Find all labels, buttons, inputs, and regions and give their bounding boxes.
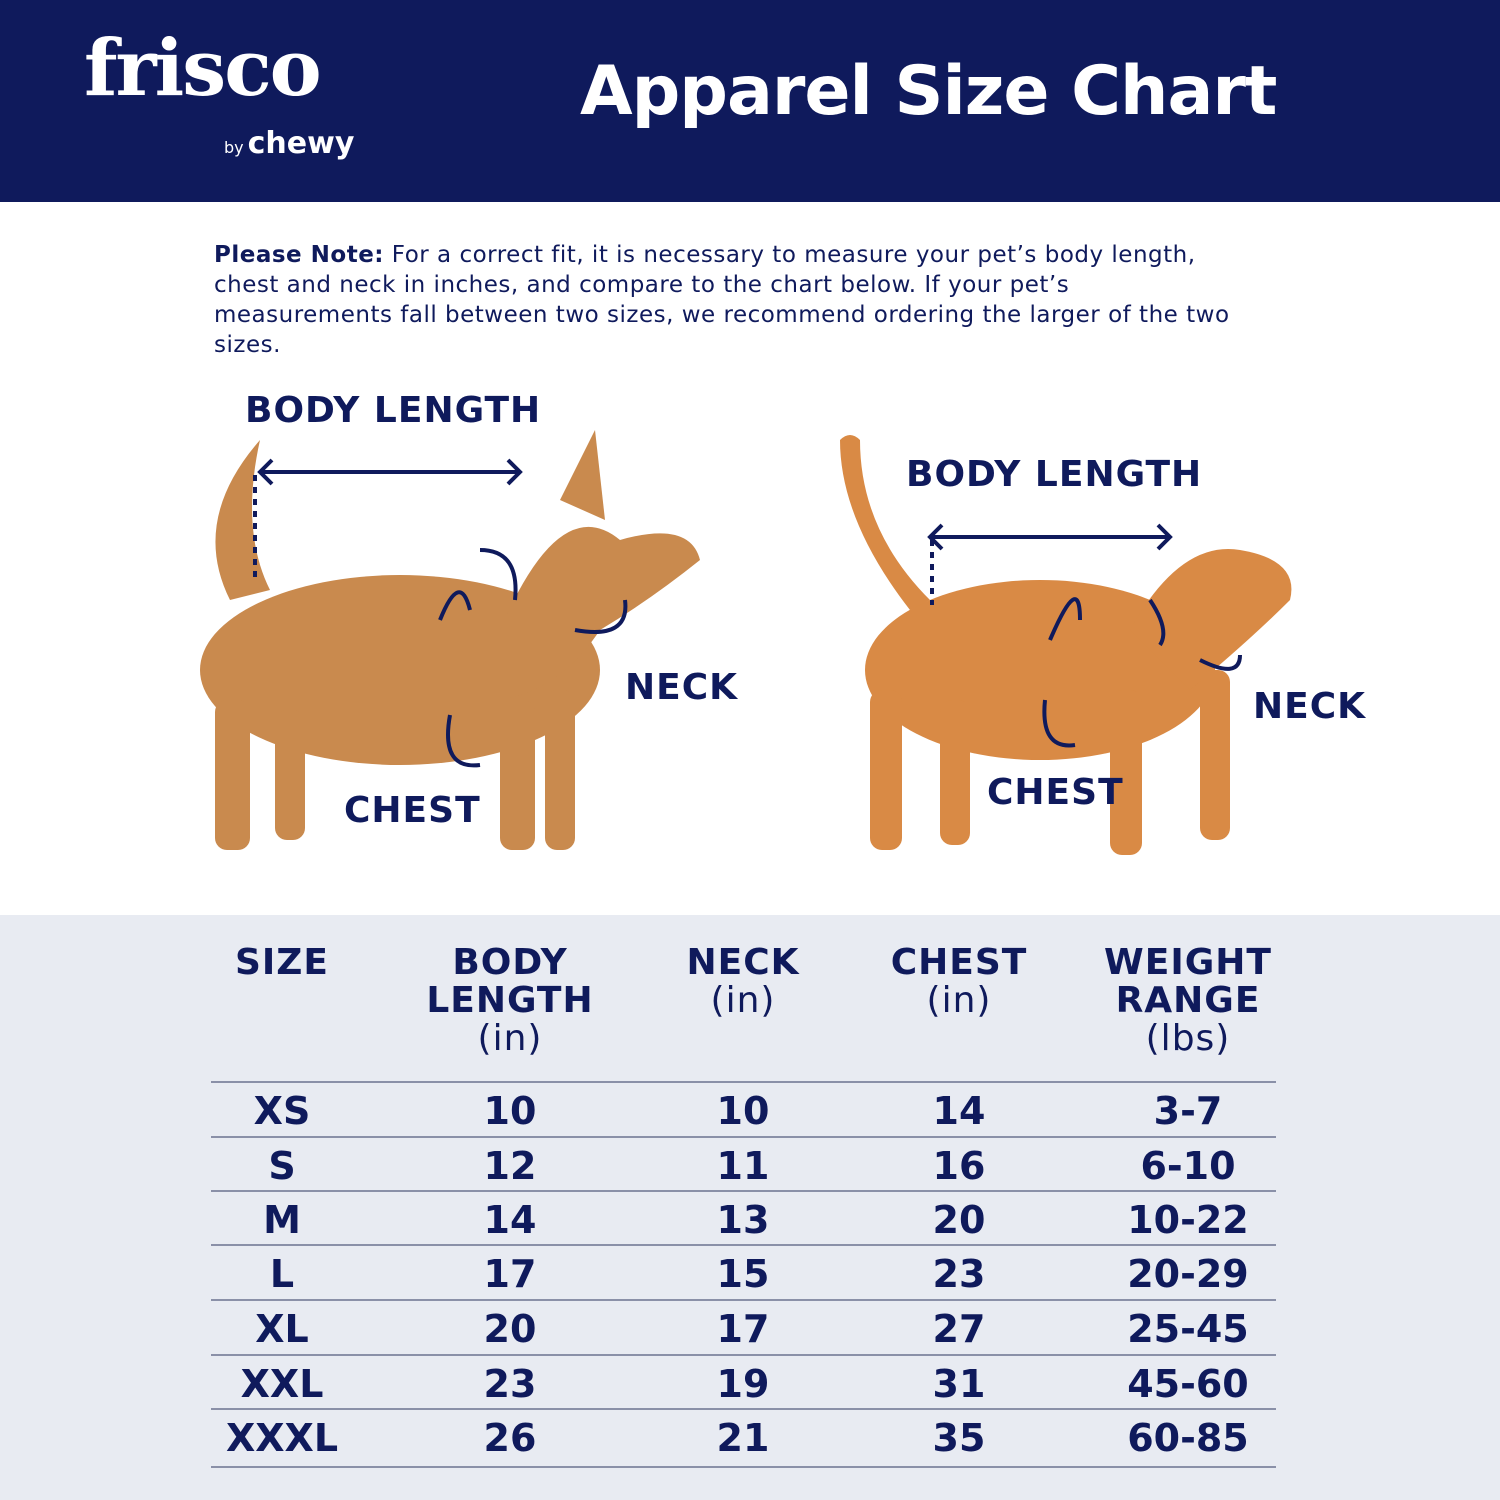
cell-size: XXXL [225, 1416, 339, 1460]
table-divider [211, 1190, 1276, 1192]
cell-body-length: 14 [483, 1198, 537, 1242]
table-divider [211, 1244, 1276, 1246]
cell-body-length: 20 [483, 1307, 537, 1351]
cell-body-length: 17 [483, 1252, 537, 1296]
cell-size: L [269, 1252, 295, 1296]
dog-body-length-label: BODY LENGTH [245, 390, 542, 431]
dog-neck-label: NECK [625, 667, 739, 708]
table-divider [211, 1354, 1276, 1356]
table-row: XS 10 10 14 3-7 [0, 1083, 1500, 1137]
table-row: XXXL 26 21 35 60-85 [0, 1410, 1500, 1464]
cell-size: XXL [240, 1362, 324, 1406]
cell-body-length: 23 [483, 1362, 537, 1406]
logo-brand: frisco [84, 23, 322, 114]
cell-weight-range: 25-45 [1127, 1307, 1249, 1351]
frisco-logo: frisco by chewy [84, 23, 354, 162]
header-weight-range: WEIGHT RANGE (lbs) [1104, 942, 1272, 1059]
cell-body-length: 26 [483, 1416, 537, 1460]
table-row: M 14 13 20 10-22 [0, 1192, 1500, 1246]
cell-chest: 31 [932, 1362, 986, 1406]
cell-neck: 10 [716, 1089, 770, 1133]
header-banner: frisco by chewy Apparel Size Chart [0, 0, 1500, 202]
cat-image [840, 435, 1292, 855]
table-divider [211, 1408, 1276, 1410]
cell-size: S [268, 1144, 296, 1188]
cell-chest: 20 [932, 1198, 986, 1242]
cell-weight-range: 6-10 [1140, 1144, 1236, 1188]
cell-neck: 21 [716, 1416, 770, 1460]
header-size: SIZE [234, 942, 330, 983]
dog-chest-label: CHEST [344, 790, 481, 831]
cell-weight-range: 10-22 [1127, 1198, 1249, 1242]
cell-size: M [263, 1198, 301, 1242]
cell-neck: 13 [716, 1198, 770, 1242]
table-row: XXL 23 19 31 45-60 [0, 1356, 1500, 1410]
cat-body-length-label: BODY LENGTH [906, 454, 1203, 495]
cell-neck: 15 [716, 1252, 770, 1296]
cell-weight-range: 20-29 [1127, 1252, 1249, 1296]
logo-byline: by chewy [224, 126, 355, 161]
pet-measurement-illustration [200, 430, 1292, 855]
cell-body-length: 12 [483, 1144, 537, 1188]
cell-chest: 35 [932, 1416, 986, 1460]
cell-weight-range: 3-7 [1153, 1089, 1223, 1133]
cell-chest: 27 [932, 1307, 986, 1351]
cell-chest: 23 [932, 1252, 986, 1296]
cell-chest: 16 [932, 1144, 986, 1188]
header-chest: CHEST (in) [890, 942, 1028, 1021]
table-divider [211, 1299, 1276, 1301]
table-row: S 12 11 16 6-10 [0, 1138, 1500, 1192]
cell-weight-range: 45-60 [1127, 1362, 1249, 1406]
table-divider [211, 1136, 1276, 1138]
measurement-arrows [253, 458, 1242, 768]
table-row: XL 20 17 27 25-45 [0, 1301, 1500, 1355]
cell-neck: 11 [716, 1144, 770, 1188]
cell-size: XL [255, 1307, 309, 1351]
table-divider [211, 1081, 1276, 1083]
cat-neck-label: NECK [1253, 686, 1367, 727]
cell-neck: 17 [716, 1307, 770, 1351]
table-divider [211, 1466, 1276, 1468]
cell-size: XS [253, 1089, 311, 1133]
cell-body-length: 10 [483, 1089, 537, 1133]
cell-chest: 14 [932, 1089, 986, 1133]
table-row: L 17 15 23 20-29 [0, 1246, 1500, 1300]
header-neck: NECK (in) [686, 942, 800, 1021]
cell-weight-range: 60-85 [1127, 1416, 1249, 1460]
dog-image [200, 430, 700, 850]
cat-chest-label: CHEST [987, 772, 1124, 813]
header-body-length: BODY LENGTH (in) [426, 942, 594, 1059]
size-table-section [0, 915, 1500, 1500]
cell-neck: 19 [716, 1362, 770, 1406]
please-note: Please Note: For a correct fit, it is ne… [214, 242, 1230, 358]
page-title: Apparel Size Chart [580, 52, 1277, 131]
